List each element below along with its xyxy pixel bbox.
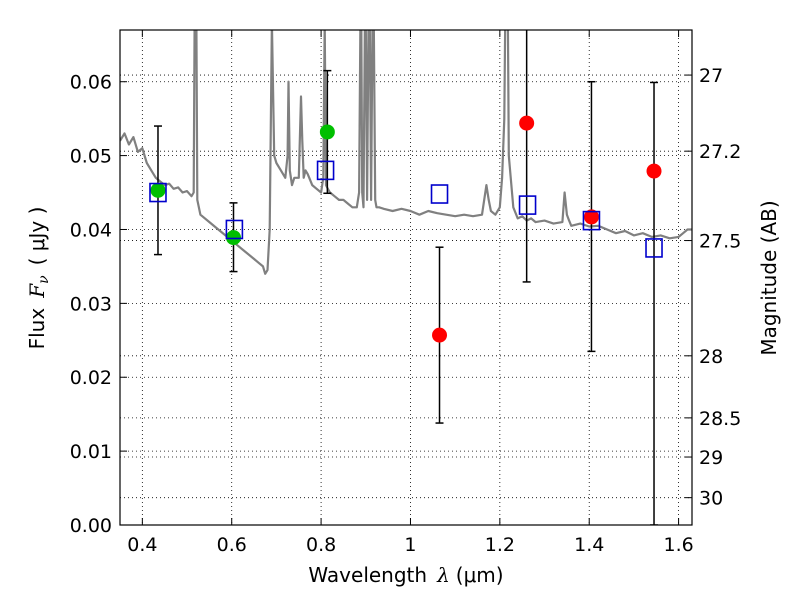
data-point — [226, 230, 242, 246]
magnitude-tick-label: 27.2 — [699, 141, 741, 163]
y-tick-label: 0.06 — [70, 72, 112, 94]
model-point — [149, 182, 167, 203]
x-tick-label: 1.4 — [574, 534, 604, 556]
x-tick-label: 1.2 — [485, 534, 515, 556]
data-point — [150, 182, 166, 198]
y-axis-label: FluxFν( μJy ) — [25, 207, 52, 350]
spectrum-line — [120, 30, 692, 275]
model-point — [645, 238, 663, 258]
y-tick-label: 0.04 — [70, 219, 112, 241]
plot-frame — [119, 29, 693, 526]
y-tick-label: 0.01 — [70, 441, 112, 463]
y-tick-label: 0.03 — [70, 293, 112, 315]
y-tick-label: 0.02 — [70, 367, 112, 389]
y-tick-label: 0.05 — [70, 146, 112, 168]
x-tick-label: 0.6 — [217, 534, 247, 556]
model-point — [316, 160, 335, 181]
magnitude-tick-label: 27.5 — [699, 231, 741, 253]
x-axis-label: Wavelength λ (μm) — [308, 563, 503, 587]
right-axis-label: Magnitude (AB) — [757, 200, 781, 355]
data-point — [646, 163, 662, 179]
ticks: 0.4 0.6 0.8 1 1.2 1.4 1.6 0.00 0.01 0.02 0.03 0.04 0… — [70, 30, 741, 556]
model-point — [225, 219, 244, 240]
magnitude-tick-label: 27 — [699, 65, 723, 87]
markers — [149, 115, 663, 343]
x-tick-label: 0.8 — [306, 534, 336, 556]
data-point — [319, 124, 335, 140]
model-point — [582, 210, 601, 231]
magnitude-tick-label: 28.5 — [699, 408, 741, 430]
x-tick-label: 0.4 — [127, 534, 157, 556]
data-point — [583, 209, 599, 225]
y-tick-label: 0.00 — [70, 515, 112, 537]
model-point — [430, 184, 449, 204]
magnitude-tick-label: 29 — [699, 447, 723, 469]
magnitude-tick-label: 28 — [699, 346, 723, 368]
model-point — [518, 195, 537, 215]
x-tick-label: 1 — [404, 534, 416, 556]
x-tick-label: 1.6 — [663, 534, 693, 556]
data-point — [432, 327, 448, 343]
magnitude-tick-label: 30 — [699, 488, 723, 510]
data-point — [519, 115, 535, 131]
